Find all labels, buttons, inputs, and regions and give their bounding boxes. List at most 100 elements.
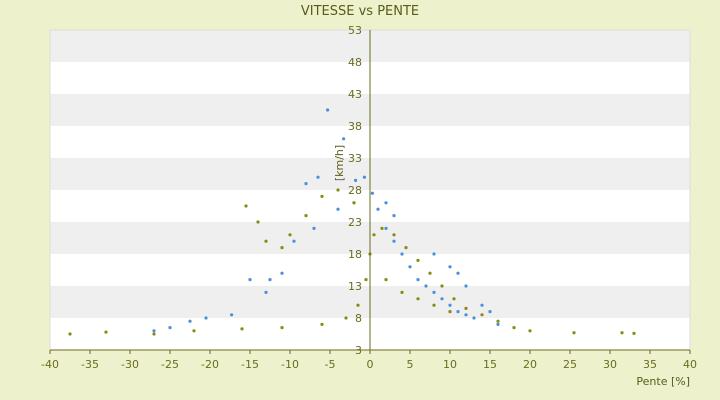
data-point-olive [448,310,452,314]
x-tick-label: -30 [121,358,139,371]
data-point-olive [400,290,404,294]
data-point-blue [464,284,468,288]
data-point-olive [384,278,388,282]
data-point-blue [464,313,468,317]
y-tick-label: 3 [355,344,362,357]
data-point-blue [280,271,284,275]
data-point-blue [292,239,296,243]
data-point-blue [440,297,444,301]
data-point-blue [152,329,156,333]
x-tick-label: -10 [281,358,299,371]
x-tick-label: 25 [563,358,577,371]
data-point-blue [304,182,308,186]
data-point-olive [244,204,248,208]
data-point-blue [336,207,340,211]
data-point-blue [456,310,460,314]
data-point-olive [372,233,376,237]
data-point-olive [356,303,360,307]
data-point-blue [384,226,388,230]
x-tick-label: 35 [643,358,657,371]
data-point-olive [428,271,432,275]
data-point-olive [68,332,72,336]
data-point-blue [456,271,460,275]
y-tick-label: 43 [348,88,362,101]
data-point-olive [452,297,456,301]
data-point-olive [280,326,284,330]
data-point-blue [376,207,380,211]
data-point-blue [264,290,268,294]
y-tick-label: 53 [348,24,362,37]
data-point-olive [288,233,292,237]
x-tick-label: -25 [161,358,179,371]
x-tick-label: 5 [407,358,414,371]
x-axis-label: Pente [%] [636,375,690,388]
data-point-olive [380,226,384,230]
data-point-blue [384,201,388,205]
data-point-olive [304,214,308,218]
data-point-olive [240,327,244,331]
data-point-blue [354,178,358,182]
x-tick-label: -40 [41,358,59,371]
data-point-blue [432,290,436,294]
data-point-olive [572,331,576,335]
data-point-olive [264,239,268,243]
data-point-olive [280,246,284,250]
data-point-blue [392,214,396,218]
data-point-olive [512,326,516,330]
data-point-blue [342,137,346,141]
y-tick-label: 13 [348,280,362,293]
x-tick-label: 30 [603,358,617,371]
data-point-blue [188,319,192,323]
y-tick-label: 28 [348,184,362,197]
y-tick-label: 48 [348,56,362,69]
data-point-blue [488,310,492,314]
data-point-blue [496,322,500,326]
data-point-blue [230,313,234,317]
x-tick-label: -20 [201,358,219,371]
y-tick-label: 23 [348,216,362,229]
x-tick-label: -35 [81,358,99,371]
x-tick-label: 0 [367,358,374,371]
data-point-olive [352,201,356,205]
y-tick-label: 38 [348,120,362,133]
data-point-olive [416,258,420,262]
data-point-olive [364,278,368,282]
data-point-olive [432,303,436,307]
data-point-blue [268,278,272,282]
x-tick-label: 40 [683,358,697,371]
data-point-olive [528,329,532,333]
data-point-blue [248,278,252,282]
data-point-olive [496,319,500,323]
data-point-olive [192,329,196,333]
data-point-blue [448,303,452,307]
data-point-olive [320,194,324,198]
x-tick-label: 15 [483,358,497,371]
data-point-blue [416,278,420,282]
data-point-blue [392,239,396,243]
data-point-olive [404,246,408,250]
x-tick-label: -15 [241,358,259,371]
y-tick-label: 8 [355,312,362,325]
data-point-olive [152,332,156,336]
y-axis-label: [km/h] [333,145,346,181]
data-point-olive [256,220,260,224]
y-tick-label: 18 [348,248,362,261]
x-tick-label: 20 [523,358,537,371]
data-point-blue [326,108,330,112]
data-point-blue [168,326,172,330]
data-point-olive [392,233,396,237]
data-point-olive [632,331,636,335]
x-tick-label: -5 [325,358,336,371]
data-point-blue [408,265,412,269]
data-point-blue [316,175,320,179]
data-point-olive [440,284,444,288]
data-point-blue [362,175,366,179]
data-point-olive [480,313,484,317]
data-points [68,108,636,336]
data-point-blue [204,316,208,320]
data-point-blue [448,265,452,269]
data-point-olive [620,331,624,335]
x-tick-label: 10 [443,358,457,371]
